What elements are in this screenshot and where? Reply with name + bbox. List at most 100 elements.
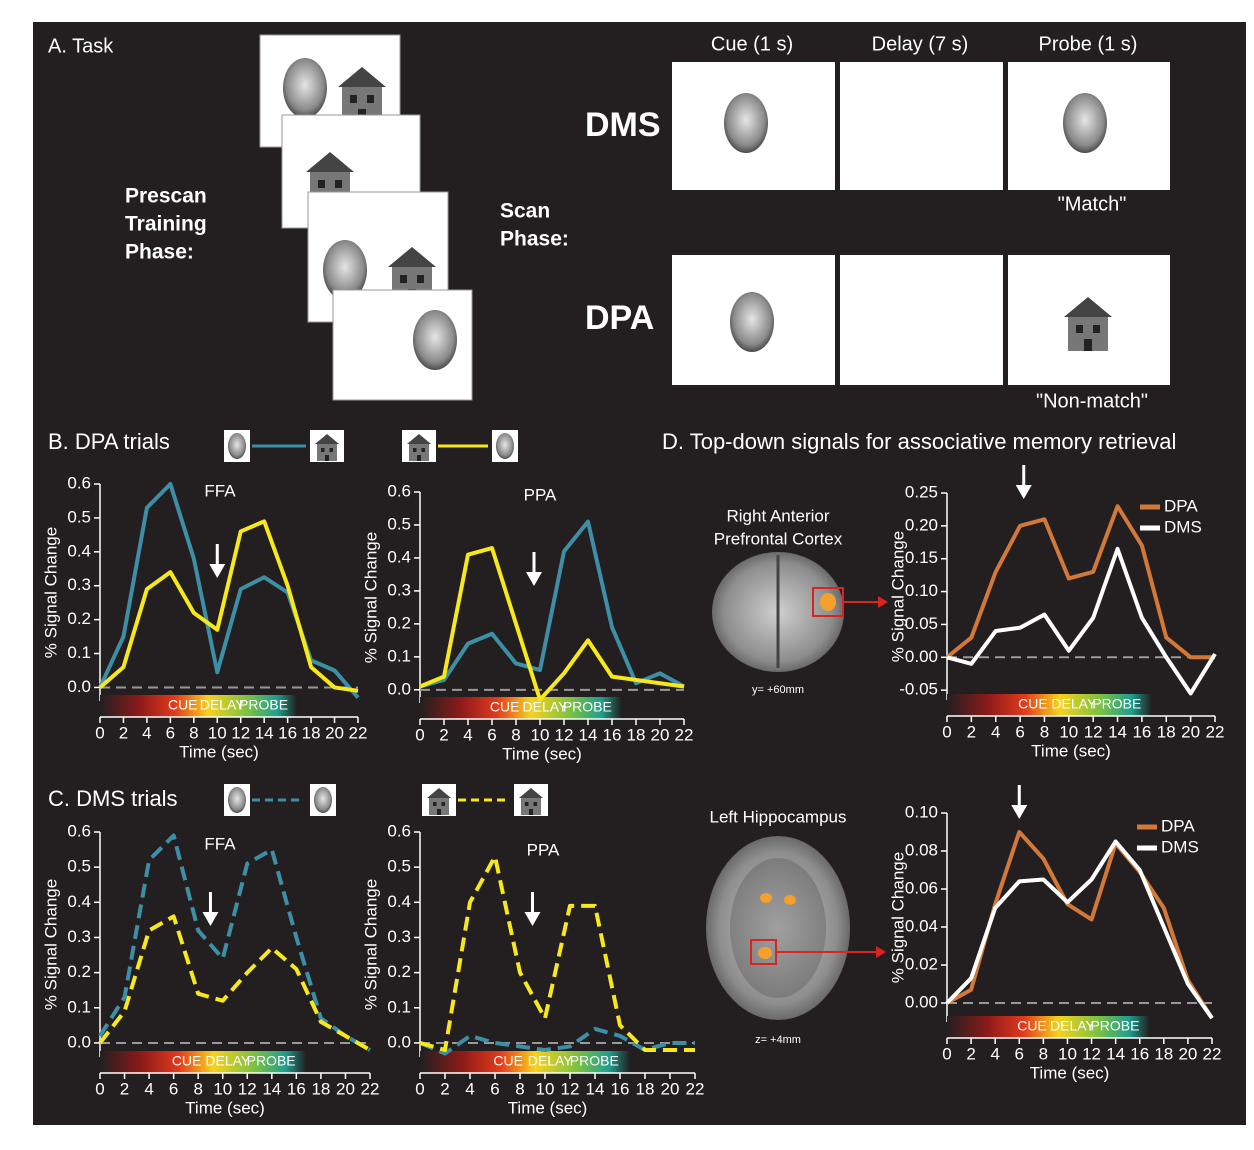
series-line: [419, 546, 685, 702]
x-tick-label: 2: [967, 722, 976, 741]
phase-label: CUE: [490, 699, 520, 715]
y-tick-label: 0.4: [67, 541, 91, 560]
training-cards: [259, 34, 473, 401]
y-tick-label: -0.05: [899, 680, 938, 699]
arrow-head: [1015, 485, 1032, 499]
y-tick-label: 0.25: [905, 482, 938, 501]
y-tick-label: 0.6: [67, 473, 91, 492]
x-tick-label: 6: [1015, 1044, 1024, 1063]
x-tick-label: 6: [487, 725, 496, 744]
panel-heading: A. Task: [48, 35, 114, 57]
phase-label: CUE: [172, 1053, 202, 1069]
phase-label: PROBE: [1092, 696, 1141, 712]
x-tick-label: 16: [1130, 1044, 1149, 1063]
y-tick-label: 0.1: [387, 646, 411, 665]
y-tick-label: 0.1: [387, 997, 411, 1016]
x-tick-label: 8: [1039, 1044, 1048, 1063]
region-label: Prefrontal Cortex: [714, 529, 843, 548]
x-tick-label: 0: [942, 722, 951, 741]
x-tick-label: 20: [661, 1079, 680, 1098]
chart-title: PPA: [527, 840, 560, 859]
x-tick-label: 6: [490, 1079, 499, 1098]
scan-label: Phase:: [500, 228, 569, 251]
x-tick-label: 16: [287, 1079, 306, 1098]
prescan-label: Training: [125, 213, 207, 236]
legend-label: DPA: [1161, 816, 1195, 835]
x-tick-label: 22: [1206, 722, 1225, 741]
trial-frames: [672, 62, 1170, 385]
x-tick-label: 10: [536, 1079, 555, 1098]
x-tick-label: 18: [1157, 722, 1176, 741]
x-tick-label: 18: [636, 1079, 655, 1098]
y-tick-label: 0.00: [905, 992, 938, 1011]
column-header: Cue (1 s): [711, 33, 793, 55]
y-tick-label: 0.5: [387, 857, 411, 876]
phase-bar: [947, 1016, 1150, 1038]
y-tick-label: 0.15: [905, 548, 938, 567]
x-tick-label: 4: [142, 723, 151, 742]
x-tick-label: 2: [119, 723, 128, 742]
panel-heading: D. Top-down signals for associative memo…: [662, 429, 1176, 454]
arrow-head: [1011, 805, 1028, 819]
x-tick-label: 18: [311, 1079, 330, 1098]
y-tick-label: 0.3: [67, 927, 91, 946]
y-tick-label: 0.1: [67, 997, 91, 1016]
prescan-label: Phase:: [125, 241, 194, 264]
x-tick-label: 12: [238, 1079, 257, 1098]
arrow-head: [524, 912, 541, 926]
y-tick-label: 0.10: [905, 802, 938, 821]
y-tick-label: 0.08: [905, 840, 938, 859]
y-tick-label: 0.5: [387, 514, 411, 533]
x-tick-label: 6: [169, 1079, 178, 1098]
phase-label: PROBE: [247, 1053, 296, 1069]
trial-icons: [224, 430, 548, 816]
x-tick-label: 22: [675, 725, 694, 744]
phase-label: PROBE: [239, 697, 288, 713]
phase-label: CUE: [168, 697, 198, 713]
x-tick-label: 10: [1058, 1044, 1077, 1063]
y-axis-label: % Signal Change: [361, 532, 380, 663]
x-tick-label: 12: [561, 1079, 580, 1098]
x-axis-label: Time (sec): [185, 1098, 265, 1117]
phase-bar: [420, 697, 622, 719]
x-tick-label: 2: [440, 1079, 449, 1098]
x-tick-label: 8: [1040, 722, 1049, 741]
x-tick-label: 20: [1181, 722, 1200, 741]
y-tick-label: 0.5: [67, 857, 91, 876]
x-tick-label: 20: [1178, 1044, 1197, 1063]
y-tick-label: 0.5: [67, 507, 91, 526]
brain-images: [706, 552, 888, 1020]
x-tick-label: 10: [213, 1079, 232, 1098]
x-tick-label: 16: [1132, 722, 1151, 741]
y-tick-label: 0.4: [387, 892, 411, 911]
x-tick-label: 14: [586, 1079, 605, 1098]
row-label: DPA: [585, 299, 654, 337]
y-tick-label: 0.0: [67, 1032, 91, 1051]
x-tick-label: 0: [95, 1079, 104, 1098]
series-line: [98, 519, 359, 693]
x-tick-label: 10: [531, 725, 550, 744]
column-header: Delay (7 s): [872, 33, 969, 55]
x-tick-label: 16: [611, 1079, 630, 1098]
legend-label: DPA: [1164, 496, 1198, 515]
y-tick-label: 0.4: [387, 547, 411, 566]
x-tick-label: 8: [515, 1079, 524, 1098]
phase-label: CUE: [1018, 696, 1048, 712]
response-label: "Match": [1058, 193, 1127, 215]
y-tick-label: 0.10: [905, 581, 938, 600]
chart-title: FFA: [204, 834, 236, 853]
phase-bar: [100, 695, 298, 717]
y-tick-label: 0.00: [905, 647, 938, 666]
series-line: [419, 1026, 695, 1056]
x-tick-label: 14: [1108, 722, 1127, 741]
x-tick-label: 12: [1082, 1044, 1101, 1063]
region-label: Left Hippocampus: [709, 807, 846, 826]
x-tick-label: 16: [278, 723, 297, 742]
y-tick-label: 0.3: [67, 575, 91, 594]
x-tick-label: 0: [942, 1044, 951, 1063]
arrow-head: [202, 912, 219, 926]
x-tick-label: 4: [463, 725, 472, 744]
coordinate-label: y= +60mm: [752, 684, 804, 696]
x-tick-label: 20: [336, 1079, 355, 1098]
x-tick-label: 6: [166, 723, 175, 742]
